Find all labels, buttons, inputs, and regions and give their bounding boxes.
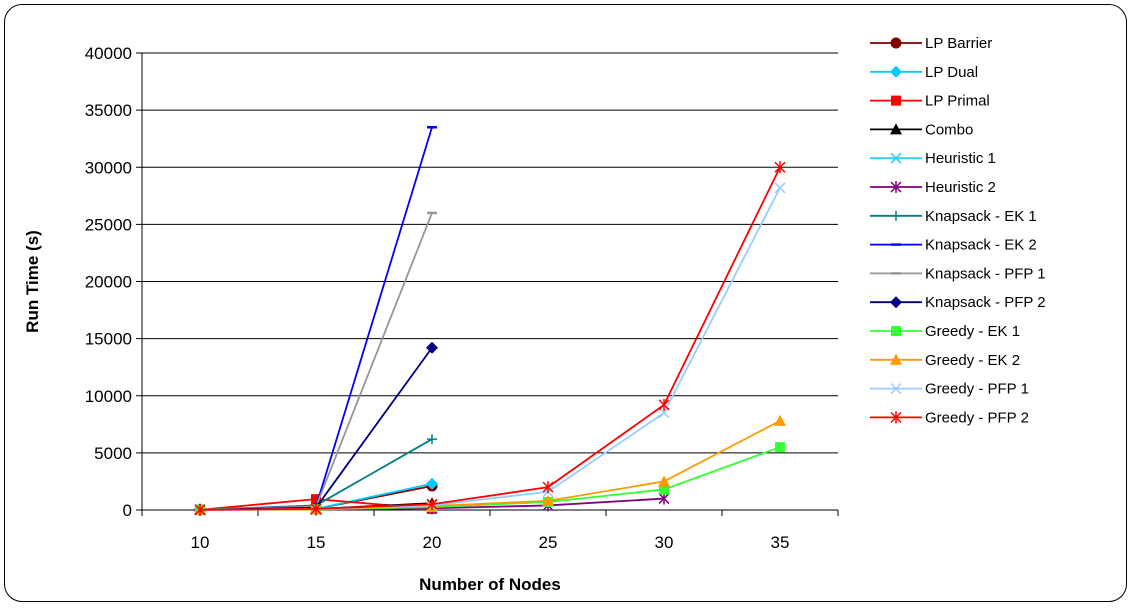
legend-marker: [890, 123, 902, 135]
legend: LP Barrier LP Dual LP Primal Combo Heuristic…: [870, 35, 1046, 426]
legend-item: Heuristic 2: [870, 179, 996, 196]
data-point: [310, 502, 322, 515]
data-point: [542, 494, 554, 506]
legend-label: Knapsack - PFP 2: [925, 294, 1046, 311]
legend-label: LP Primal: [925, 93, 990, 110]
legend-marker: [890, 353, 902, 365]
data-point: [426, 477, 438, 490]
legend-label: Greedy - PFP 1: [925, 381, 1029, 398]
legend-item: Greedy - EK 1: [870, 323, 1020, 340]
x-tick-label: 10: [191, 533, 210, 552]
legend-item: Knapsack - PFP 1: [870, 265, 1046, 282]
x-tick-label: 35: [771, 533, 790, 552]
legend-item: LP Barrier: [870, 35, 992, 52]
grid: [142, 52, 838, 454]
series-8: [195, 211, 437, 512]
series-line: [199, 347, 433, 511]
y-tick-label: 20000: [85, 273, 132, 292]
legend-item: Greedy - PFP 1: [870, 381, 1029, 398]
data-point: [659, 484, 669, 495]
legend-item: LP Dual: [870, 64, 978, 81]
legend-item: Greedy - PFP 2: [870, 409, 1029, 426]
legend-item: Greedy - EK 2: [870, 352, 1020, 369]
data-point: [658, 407, 670, 419]
legend-marker: [891, 326, 901, 336]
legend-marker: [890, 37, 902, 49]
legend-item: LP Primal: [870, 93, 990, 110]
legend-marker: [890, 181, 902, 193]
data-point: [774, 182, 786, 194]
legend-marker: [890, 296, 902, 309]
y-tick-label: 35000: [85, 101, 132, 120]
y-tick-label: 40000: [85, 44, 132, 63]
data-point: [427, 434, 437, 445]
x-tick-label: 30: [655, 533, 674, 552]
legend-item: Knapsack - PFP 2: [870, 294, 1046, 311]
legend-label: Knapsack - PFP 1: [925, 265, 1046, 282]
y-tick-label: 15000: [85, 330, 132, 349]
series-line: [199, 187, 781, 511]
series-group: [194, 126, 786, 516]
legend-label: Heuristic 1: [925, 150, 996, 167]
legend-label: LP Dual: [925, 64, 978, 81]
x-axis-title: Number of Nodes: [419, 575, 561, 594]
y-tick-label: 25000: [85, 215, 132, 234]
data-point: [311, 494, 321, 505]
legend-label: LP Barrier: [925, 35, 992, 52]
legend-marker: [890, 411, 902, 424]
data-point: [426, 341, 438, 354]
series-13: [194, 161, 786, 516]
chart-frame: [4, 4, 1127, 602]
data-point: [542, 481, 554, 494]
series-line: [199, 446, 781, 511]
legend-label: Combo: [925, 121, 973, 138]
legend-label: Knapsack - EK 2: [925, 237, 1037, 254]
series-line: [199, 166, 781, 511]
legend-item: Heuristic 1: [870, 150, 996, 167]
data-point: [658, 475, 670, 487]
legend-marker: [890, 65, 902, 78]
data-point: [658, 492, 670, 505]
data-point: [194, 503, 206, 516]
y-tick-label: 0: [123, 501, 132, 520]
legend-item: Knapsack - EK 1: [870, 208, 1037, 225]
x-tick-label: 25: [539, 533, 558, 552]
y-tick-label: 5000: [94, 444, 132, 463]
data-point: [774, 161, 786, 174]
data-point: [426, 498, 438, 511]
data-point: [774, 414, 786, 426]
legend-label: Knapsack - EK 1: [925, 208, 1037, 225]
x-tick-label: 20: [423, 533, 442, 552]
legend-marker: [891, 210, 901, 221]
x-tick-label: 15: [307, 533, 326, 552]
y-tick-label: 30000: [85, 158, 132, 177]
legend-item: Combo: [870, 121, 973, 138]
legend-marker: [890, 152, 902, 164]
legend-label: Heuristic 2: [925, 179, 996, 196]
legend-marker: [891, 95, 901, 106]
legend-marker: [890, 383, 902, 395]
series-11: [194, 414, 786, 515]
series-line: [199, 212, 433, 511]
legend-label: Greedy - EK 2: [925, 352, 1020, 369]
y-axis-title: Run Time (s): [23, 230, 42, 333]
legend-label: Greedy - PFP 2: [925, 409, 1029, 426]
axes: 0 5000 10000 15000 20000 25000 30000 35000 40000…: [85, 44, 839, 552]
data-point: [658, 398, 670, 411]
data-point: [775, 442, 785, 453]
legend-item: Knapsack - EK 2: [870, 237, 1037, 254]
y-tick-label: 10000: [85, 387, 132, 406]
legend-label: Greedy - EK 1: [925, 323, 1020, 340]
